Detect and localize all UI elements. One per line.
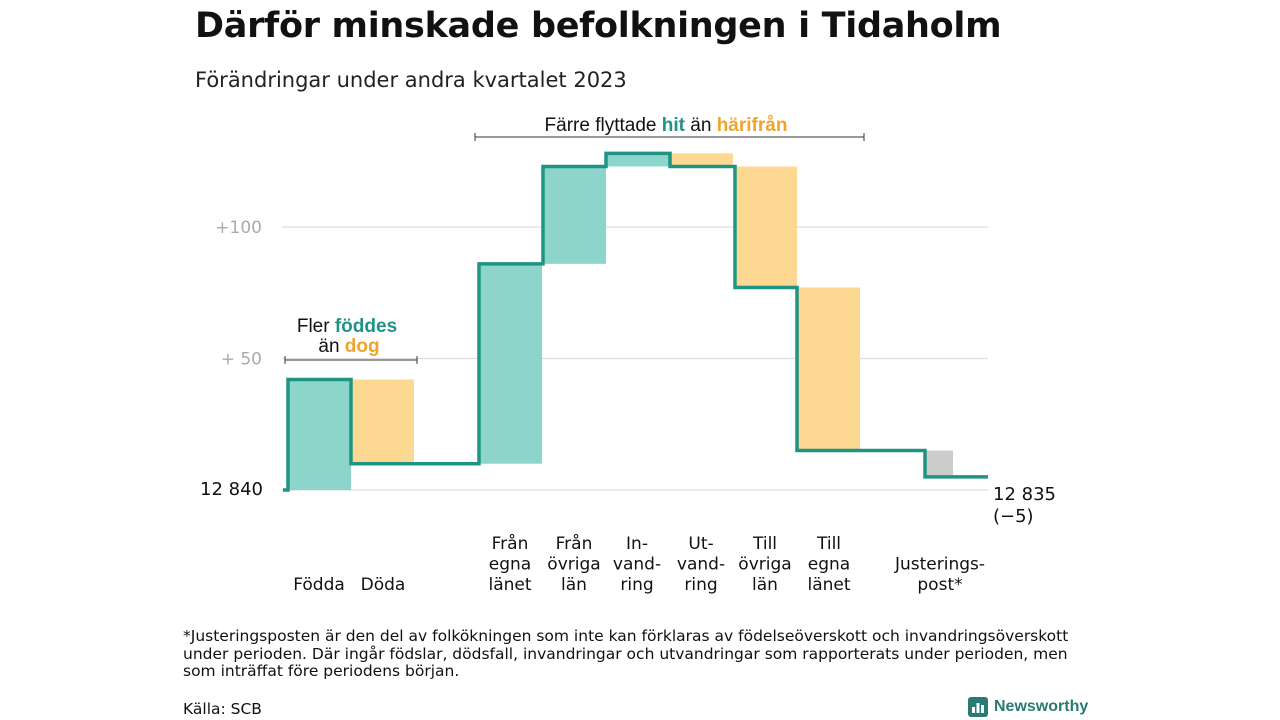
y-tick-label-0: +100 — [215, 218, 262, 238]
source-label: Källa: SCB — [183, 700, 262, 718]
natural-bracket — [284, 356, 418, 364]
bar-från-egna-länet — [479, 263, 542, 464]
brand-logo: Newsworthy — [968, 697, 1088, 717]
bar-utvandring — [670, 153, 733, 167]
y-tick-label-1: + 50 — [221, 350, 262, 370]
gridlines — [282, 226, 988, 491]
chart-title: Därför minskade befolkningen i Tidaholm — [195, 6, 1002, 46]
bar-justeringspost- — [925, 450, 953, 477]
bars — [288, 153, 953, 490]
labels: +100 + 50 12 840 12 835(−5) Födda Döda Från egn… — [200, 218, 1056, 595]
newsworthy-icon — [968, 697, 988, 717]
category-label-5: Ut-vand-ring — [677, 534, 725, 595]
category-label-4: In-vand-ring — [613, 534, 661, 595]
category-label-7: Till egna länet — [807, 534, 850, 595]
footnote: *Justeringsposten är den del av folkökni… — [183, 627, 1069, 680]
brand-name: Newsworthy — [994, 698, 1089, 715]
annotation-natural-line1: Fler föddes — [297, 316, 397, 337]
bar-till-egna-länet — [797, 287, 860, 451]
category-label-8: Justerings-post* — [894, 555, 985, 596]
bar-döda — [351, 379, 414, 464]
bar-från-övriga-län — [543, 166, 606, 264]
chart-subtitle: Förändringar under andra kvartalet 2023 — [195, 68, 627, 92]
waterfall-chart: +100 + 50 12 840 12 835(−5) Födda Döda Från egn… — [200, 115, 1056, 595]
end-value-label: 12 835 — [993, 484, 1056, 505]
migration-bracket — [474, 133, 865, 141]
annotation-natural-line2: än dog — [318, 336, 379, 357]
bar-invandring — [606, 153, 669, 167]
bar-till-övriga-län — [735, 166, 797, 288]
category-label-2: Från egna länet — [488, 533, 531, 595]
end-change-label: (−5) — [993, 506, 1034, 527]
category-label-3: Från övriga län — [547, 533, 600, 595]
annotation-migration: Färre flyttade hit än härifrån — [545, 115, 788, 136]
category-label-0: Födda — [293, 575, 345, 595]
bar-födda — [288, 379, 351, 490]
running-total-line — [283, 151, 988, 492]
step-line — [283, 151, 988, 492]
category-label-6: Till övriga län — [738, 534, 791, 595]
start-value-label: 12 840 — [200, 479, 263, 500]
category-label-1: Döda — [361, 575, 406, 595]
